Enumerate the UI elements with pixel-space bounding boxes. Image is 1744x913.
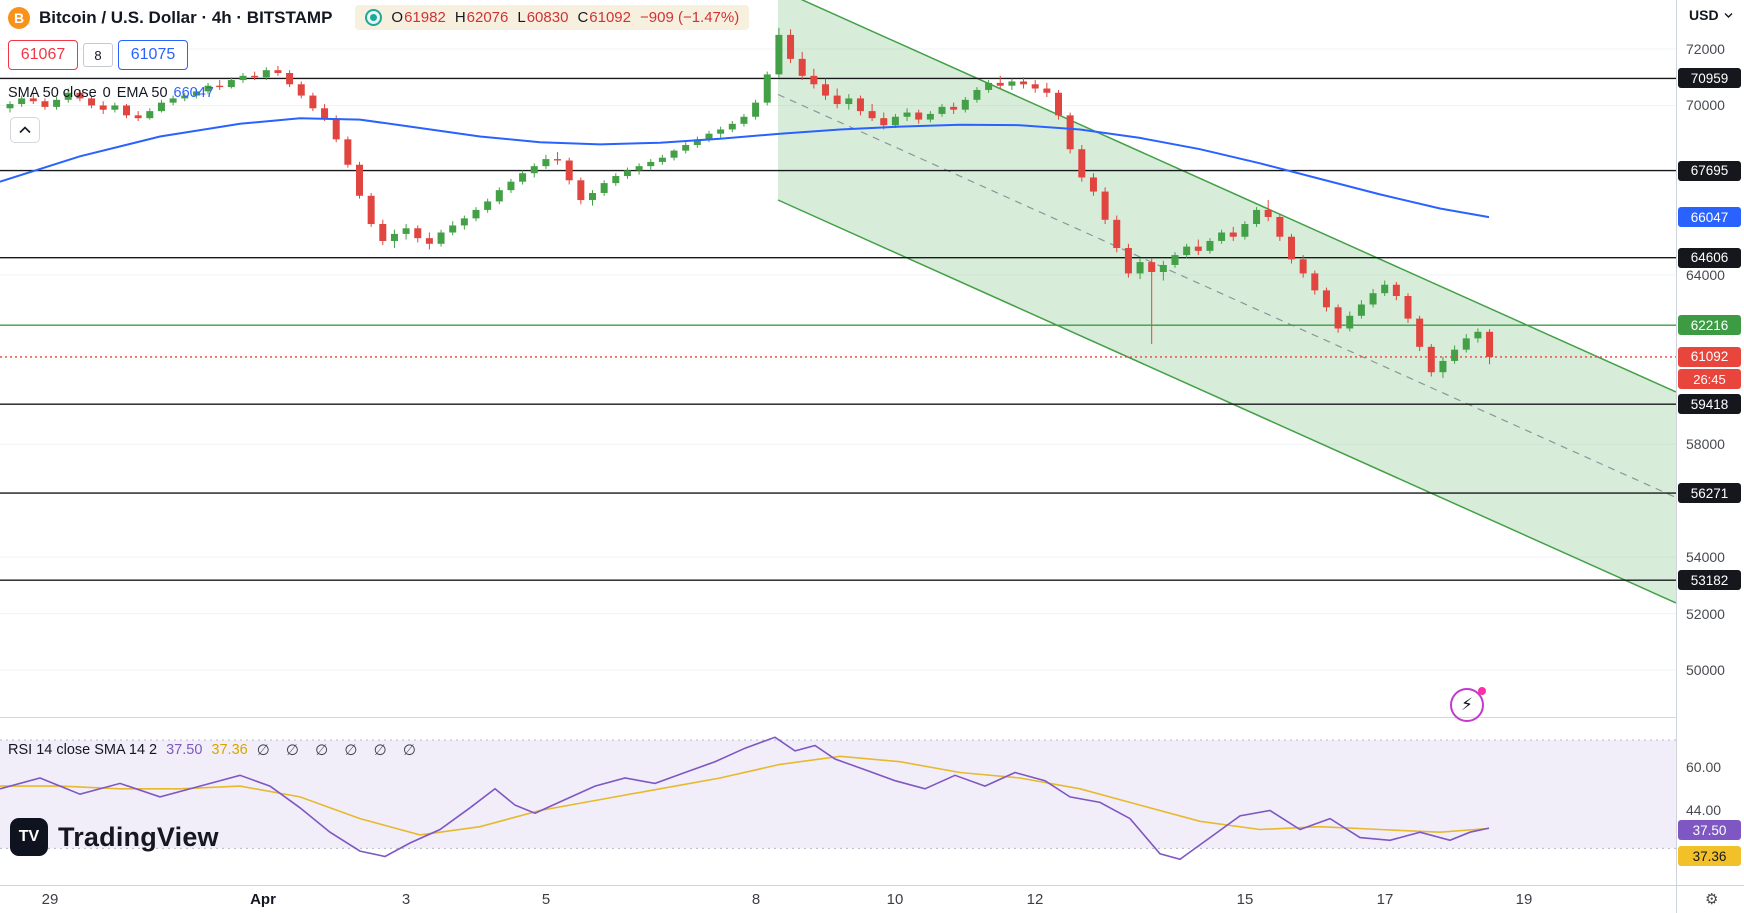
- ema-value: 66047: [173, 85, 214, 101]
- time-axis-label: Apr: [250, 891, 276, 908]
- price-axis-badge-level: 59418: [1678, 394, 1741, 415]
- ohlc-readout: O 61982 H 62076 L 60830 C 61092 −909 (−1.47%…: [355, 5, 750, 30]
- currency-label: USD: [1689, 7, 1719, 23]
- ohlc-high-value: 62076: [466, 9, 509, 26]
- rsi-axis-tick: 60.00: [1686, 759, 1722, 776]
- tradingview-watermark[interactable]: TV TradingView: [10, 818, 219, 856]
- rsi-hidden-values: ∅ ∅ ∅ ∅ ∅ ∅: [256, 742, 422, 759]
- tradingview-logo-icon: TV: [10, 818, 48, 856]
- rsi-indicator-legend[interactable]: RSI 14 close SMA 14 2 37.50 37.36 ∅ ∅ ∅ …: [8, 741, 422, 759]
- price-axis-tick: 52000: [1686, 605, 1725, 622]
- rsi-axis-badge: 37.36: [1678, 846, 1741, 866]
- rsi-axis-tick: 44.00: [1686, 802, 1722, 819]
- time-axis-label: 15: [1236, 891, 1254, 908]
- price-axis-tick: 54000: [1686, 549, 1725, 566]
- market-status-icon: [365, 9, 383, 26]
- axis-settings-gear-icon[interactable]: ⚙: [1705, 891, 1719, 908]
- ohlc-high-label: H: [454, 9, 466, 26]
- time-axis-label: 17: [1376, 891, 1394, 908]
- price-axis-tick: 70000: [1686, 97, 1725, 114]
- ohlc-low-label: L: [517, 9, 526, 26]
- price-axis-badge-level: 67695: [1678, 160, 1741, 181]
- trade-buttons: 61067 8 61075: [8, 40, 188, 70]
- price-axis-badge-ema: 66047: [1678, 207, 1741, 228]
- ohlc-close-value: 61092: [589, 9, 631, 26]
- time-axis-label: 8: [751, 891, 761, 908]
- time-axis-label: 29: [41, 891, 59, 908]
- chevron-up-icon: [19, 126, 31, 134]
- ma-indicator-legend[interactable]: SMA 50 close 0 EMA 50 66047: [8, 85, 214, 101]
- symbol-title[interactable]: Bitcoin / U.S. Dollar · 4h · BITSTAMP: [39, 7, 333, 27]
- price-axis-tick: 64000: [1686, 266, 1725, 283]
- collapse-legend-button[interactable]: [10, 117, 40, 143]
- ohlc-open-label: O: [391, 9, 404, 26]
- ohlc-change: −909 (−1.47%): [640, 9, 740, 26]
- ohlc-low-value: 60830: [526, 9, 569, 26]
- time-axis[interactable]: ⚙ 29 Apr 3 5 8 10 12 15 17 19: [0, 885, 1744, 913]
- rsi-ma-value: 37.36: [211, 742, 248, 758]
- price-axis-badge-countdown: 26:45: [1678, 369, 1741, 389]
- price-axis-badge-level: 53182: [1678, 570, 1741, 591]
- price-axis-badge-level: 64606: [1678, 247, 1741, 268]
- buy-button[interactable]: 61075: [118, 40, 188, 70]
- time-axis-label: 19: [1515, 891, 1533, 908]
- price-axis-badge-last: 61092: [1678, 346, 1741, 367]
- price-axis-badge-level: 70959: [1678, 68, 1741, 89]
- lightning-icon: ⚡: [1461, 695, 1473, 714]
- bitcoin-icon: B: [8, 6, 30, 29]
- flash-action-button[interactable]: ⚡: [1450, 687, 1486, 722]
- time-axis-label: 3: [401, 891, 411, 908]
- rsi-label: RSI 14 close SMA 14 2: [8, 742, 158, 758]
- ohlc-open-value: 61982: [404, 9, 446, 26]
- spread-value: 8: [83, 43, 113, 67]
- time-axis-label: 10: [886, 891, 904, 908]
- sell-button[interactable]: 61067: [8, 40, 78, 70]
- ohlc-close-label: C: [577, 9, 589, 26]
- price-axis-badge-level: 56271: [1678, 483, 1741, 504]
- tradingview-logo-text: TradingView: [58, 821, 219, 852]
- price-axis-tick: 72000: [1686, 41, 1725, 57]
- notification-dot: [1478, 687, 1486, 695]
- price-axis-tick: 50000: [1686, 662, 1725, 679]
- rsi-value: 37.50: [166, 742, 203, 758]
- price-axis-badge-green: 62216: [1678, 315, 1741, 336]
- price-axis[interactable]: USD 72000 70000 64000 58000 54000 52000 50000 6…: [1677, 0, 1744, 885]
- ema-label: EMA 50: [116, 85, 168, 101]
- rsi-axis-badge: 37.50: [1678, 820, 1741, 840]
- currency-selector[interactable]: USD: [1677, 0, 1744, 30]
- price-axis-tick: 58000: [1686, 436, 1725, 453]
- pane-separator[interactable]: [0, 717, 1676, 718]
- axis-separator-line: [1676, 0, 1677, 913]
- sma-value: 0: [102, 85, 111, 101]
- chevron-down-icon: [1724, 13, 1733, 18]
- sma-label: SMA 50 close: [8, 85, 97, 101]
- time-axis-label: 5: [541, 891, 551, 908]
- time-axis-label: 12: [1026, 891, 1044, 908]
- chart-canvas[interactable]: [0, 0, 1676, 885]
- symbol-legend: B Bitcoin / U.S. Dollar · 4h · BITSTAMP …: [8, 5, 750, 30]
